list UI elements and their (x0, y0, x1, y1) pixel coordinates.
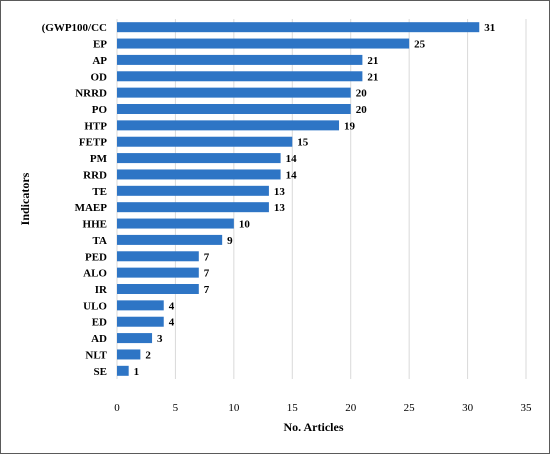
category-label: ALO (83, 268, 107, 280)
category-label: NRRD (75, 88, 107, 100)
category-label: SE (94, 366, 107, 378)
bar (117, 169, 281, 180)
bar (117, 349, 141, 360)
bar (117, 54, 363, 65)
category-label: EP (93, 39, 107, 51)
category-label: HTP (84, 120, 107, 132)
category-label: ED (92, 317, 107, 329)
bar (117, 202, 269, 213)
category-label: NLT (85, 349, 107, 361)
bar (117, 104, 351, 114)
bar (117, 218, 234, 229)
bar (117, 185, 269, 196)
bar (117, 38, 410, 49)
value-label: 4 (169, 300, 175, 312)
value-label: 15 (297, 137, 309, 149)
category-label: FETP (79, 137, 107, 149)
category-label: ULO (83, 300, 107, 312)
x-tick-label: 10 (228, 402, 240, 414)
value-label: 7 (204, 251, 210, 263)
bar (117, 136, 293, 147)
y-axis-title: Indicators (18, 172, 32, 225)
x-tick-label: 0 (114, 402, 120, 414)
x-tick-label: 35 (521, 402, 533, 414)
category-label: HHE (83, 219, 107, 231)
value-label: 20 (356, 104, 368, 116)
bar-layer (117, 22, 480, 376)
bar (117, 267, 199, 278)
value-label: 19 (344, 120, 356, 132)
category-label: PO (92, 104, 108, 116)
value-label: 1 (134, 366, 140, 378)
bar (117, 22, 480, 33)
category-label: IR (95, 284, 108, 296)
x-axis-title: No. Articles (284, 420, 344, 434)
category-label: MAEP (75, 202, 108, 214)
bar (117, 120, 340, 131)
value-label: 10 (239, 219, 251, 231)
value-label: 31 (484, 22, 495, 34)
category-label: TA (93, 235, 108, 247)
category-label: OD (91, 71, 108, 83)
category-label: AD (91, 333, 107, 345)
bar (117, 87, 351, 98)
category-label: PED (85, 251, 107, 263)
bar (117, 316, 164, 327)
bar (117, 300, 164, 311)
category-label: RRD (83, 169, 107, 181)
x-tick-label: 5 (173, 402, 179, 414)
x-tick-label: 25 (404, 402, 416, 414)
bar (117, 234, 223, 245)
x-tick-label: 20 (345, 402, 357, 414)
x-tick-label: 30 (462, 402, 474, 414)
value-label: 7 (204, 268, 210, 280)
value-label: 3 (157, 333, 163, 345)
x-tick-label: 15 (287, 402, 299, 414)
value-label: 2 (145, 349, 151, 361)
value-label: 14 (286, 153, 298, 165)
category-label: TE (92, 186, 107, 198)
category-label: PM (90, 153, 108, 165)
category-label: AP (92, 55, 107, 67)
value-label: 7 (204, 284, 210, 296)
bar (117, 71, 363, 82)
value-label: 13 (274, 202, 286, 214)
value-label: 14 (286, 169, 298, 181)
x-tick-layer: 0 5 10 15 20 25 30 35 (114, 402, 532, 414)
bar (117, 153, 281, 164)
value-label: 21 (367, 71, 378, 83)
bar (117, 284, 199, 294)
category-label: (GWP100/CC (42, 22, 107, 34)
bar (117, 251, 199, 262)
value-label: 13 (274, 186, 286, 198)
value-label: 4 (169, 317, 175, 329)
value-label: 9 (227, 235, 233, 247)
bar (117, 333, 153, 344)
value-label: 20 (356, 88, 368, 100)
value-label: 25 (414, 39, 426, 51)
bar (117, 365, 129, 376)
value-label: 21 (367, 55, 378, 67)
